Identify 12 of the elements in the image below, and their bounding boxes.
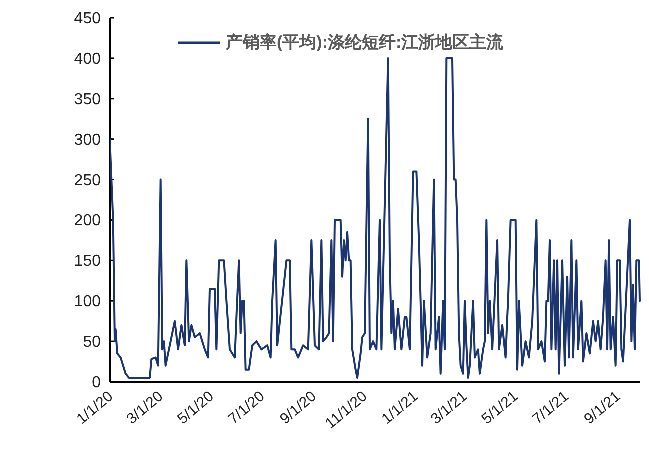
y-tick-label: 300: [74, 132, 102, 149]
y-tick-label: 0: [92, 374, 102, 392]
y-tick-label: 50: [83, 334, 102, 352]
y-tick-label: 100: [74, 294, 102, 311]
y-tick-label: 400: [74, 50, 102, 68]
y-tick-label: 150: [74, 253, 102, 270]
y-tick-label: 250: [74, 172, 102, 190]
y-tick-label: 350: [74, 91, 102, 108]
y-tick-label: 450: [74, 10, 102, 28]
y-tick-label: 200: [74, 212, 102, 230]
line-series: [110, 57, 641, 379]
legend-label: 产销率(平均):涤纶短纤:江浙地区主流: [225, 33, 505, 52]
